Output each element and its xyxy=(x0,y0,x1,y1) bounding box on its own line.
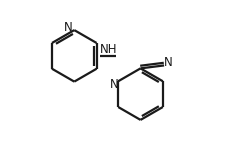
Text: NH: NH xyxy=(100,43,117,56)
Text: N: N xyxy=(109,78,118,91)
Text: N: N xyxy=(64,21,73,34)
Text: N: N xyxy=(163,56,172,69)
